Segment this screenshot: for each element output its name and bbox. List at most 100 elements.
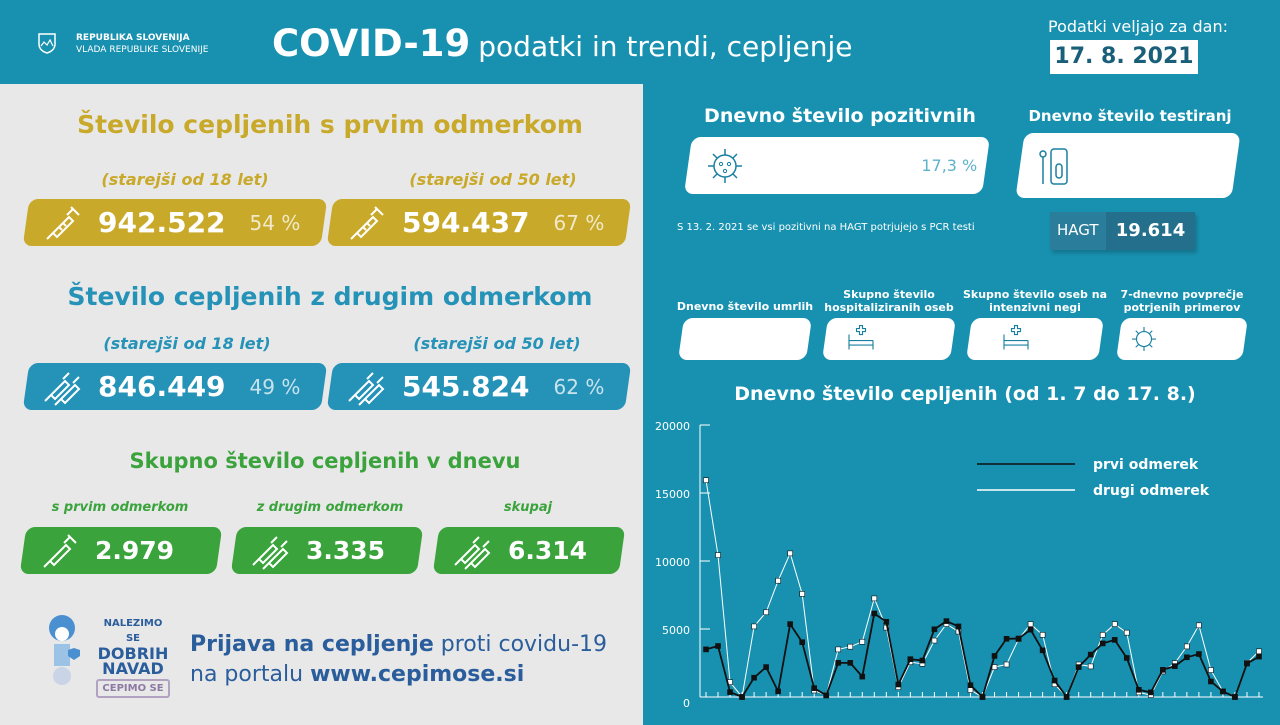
- daily-total-value: 6.314: [508, 536, 588, 565]
- syringe-icon: [350, 205, 384, 240]
- data-point: [1003, 661, 1010, 668]
- data-point: [763, 609, 769, 616]
- stat-value: 9: [1049, 322, 1069, 356]
- data-point: [715, 552, 721, 558]
- data-point: [1244, 660, 1250, 667]
- second-dose-title: Število cepljenih z drugim odmerkom: [67, 282, 593, 311]
- data-point: [1208, 667, 1214, 673]
- positives-title: Dnevno število pozitivnih: [704, 105, 976, 127]
- slovenia-coat-of-arms-icon: [38, 33, 56, 54]
- daily-total-box: 6.314: [432, 527, 626, 574]
- data-point: [739, 694, 745, 700]
- positives-box: 385 17,3 %: [683, 137, 991, 194]
- data-point: [919, 657, 926, 664]
- stat-box: 218: [1116, 318, 1248, 360]
- stat-box: 57: [822, 318, 956, 360]
- data-point: [1220, 688, 1226, 695]
- data-point: [1027, 626, 1034, 633]
- data-point: [775, 577, 781, 584]
- data-point: [835, 646, 842, 653]
- first-dose-18-value: 942.522: [98, 206, 226, 239]
- data-point: [1184, 654, 1190, 661]
- date-value: 17. 8. 2021: [1050, 40, 1198, 74]
- data-point: [1039, 632, 1046, 638]
- data-point: [823, 692, 830, 699]
- data-point: [1099, 632, 1106, 638]
- data-point: [1075, 664, 1082, 670]
- hagt-box: HAGT 19.614: [1050, 212, 1195, 250]
- page-title: COVID-19 podatki in trendi, cepljenje: [272, 22, 853, 65]
- data-point: [835, 660, 842, 666]
- data-point: [1111, 621, 1118, 627]
- daily-first-label: s prvim odmerkom: [51, 500, 189, 515]
- data-point: [1208, 678, 1214, 685]
- data-point: [1148, 689, 1154, 696]
- stat-value: 3: [735, 322, 755, 356]
- hagt-value: 19.614: [1106, 212, 1195, 250]
- data-point: [799, 639, 805, 645]
- stat-label: 7-dnevno povprečje potrjenih primerov: [1120, 288, 1244, 314]
- data-point: [907, 656, 914, 662]
- daily-first-box: 2.979: [19, 527, 223, 574]
- data-point: [751, 674, 757, 681]
- campaign-logo: NALEZIMO SE DOBRIH NAVAD CEPIMO SE: [96, 616, 170, 698]
- y-tick-label: 10000: [655, 556, 690, 569]
- rapid-test-icon: [1039, 147, 1068, 185]
- virus-icon: [708, 148, 742, 183]
- stat-box: 9: [966, 318, 1104, 360]
- data-point: [787, 550, 793, 557]
- data-point: [871, 595, 878, 602]
- data-point: [1039, 647, 1046, 654]
- data-point: [1160, 666, 1166, 673]
- first-dose-title: Število cepljenih s prvim odmerkom: [77, 110, 583, 139]
- positives-percent: 17,3 %: [921, 156, 978, 175]
- second-dose-18-box: 846.449 49 %: [22, 363, 328, 410]
- data-point: [979, 694, 986, 700]
- logo-line3: NAVAD: [102, 659, 164, 678]
- data-point: [871, 610, 878, 617]
- data-point: [931, 637, 938, 644]
- portal-link[interactable]: www.cepimose.si: [310, 662, 525, 687]
- syringe-icon: [43, 533, 77, 568]
- first-dose-50-value: 594.437: [402, 206, 530, 239]
- daily-second-label: z drugim odmerkom: [256, 500, 404, 515]
- data-point: [703, 477, 709, 484]
- data-point: [859, 673, 866, 680]
- data-point: [1135, 686, 1142, 693]
- promo-text: proti covidu-19: [440, 632, 608, 657]
- y-tick-label: 20000: [655, 420, 690, 433]
- stat-label: Skupno število hospitaliziranih oseb: [824, 288, 954, 314]
- second-dose-50-percent: 62 %: [553, 374, 605, 399]
- hospital-bed-icon: [847, 324, 874, 350]
- two-syringes-icon: [252, 535, 289, 570]
- logo-line1: NALEZIMO SE: [103, 618, 163, 644]
- title-rest: podatki in trendi, cepljenje: [478, 30, 853, 63]
- legend-label: drugi odmerek: [1093, 483, 1210, 499]
- data-point: [1087, 651, 1094, 658]
- data-point: [895, 681, 902, 688]
- second-dose-50-box: 545.824 62 %: [326, 363, 632, 410]
- tests-box: 2.228: [1015, 133, 1241, 198]
- data-point: [1256, 648, 1262, 655]
- second-dose-50-value: 545.824: [402, 370, 530, 403]
- daily-first-value: 2.979: [95, 536, 175, 565]
- data-point: [1099, 640, 1106, 647]
- hagt-note: S 13. 2. 2021 se vsi pozitivni na HAGT p…: [677, 222, 975, 233]
- data-point: [1184, 643, 1190, 650]
- two-syringes-icon: [454, 535, 491, 570]
- two-syringes-icon: [44, 371, 81, 406]
- daily-vaccinations-chart: 0 5000 10000 15000 20000 prvi odmerek drugi od…: [655, 420, 1263, 710]
- data-point: [1123, 655, 1130, 661]
- second-dose-18-percent: 49 %: [249, 374, 301, 399]
- data-point: [931, 626, 938, 633]
- first-dose-50-percent: 67 %: [553, 210, 605, 235]
- legend-label: prvi odmerek: [1093, 457, 1199, 473]
- data-point: [1256, 653, 1262, 660]
- gov-subname: VLADA REPUBLIKE SLOVENIJE: [76, 45, 209, 55]
- data-point: [859, 638, 866, 645]
- title-bold: COVID-19: [272, 22, 471, 65]
- data-point: [1051, 677, 1058, 684]
- chart-title: Dnevno število cepljenih (od 1. 7 do 17.…: [734, 383, 1196, 405]
- promo-line1: Prijava na cepljenje proti covidu-19: [190, 632, 607, 657]
- data-point: [1063, 694, 1070, 700]
